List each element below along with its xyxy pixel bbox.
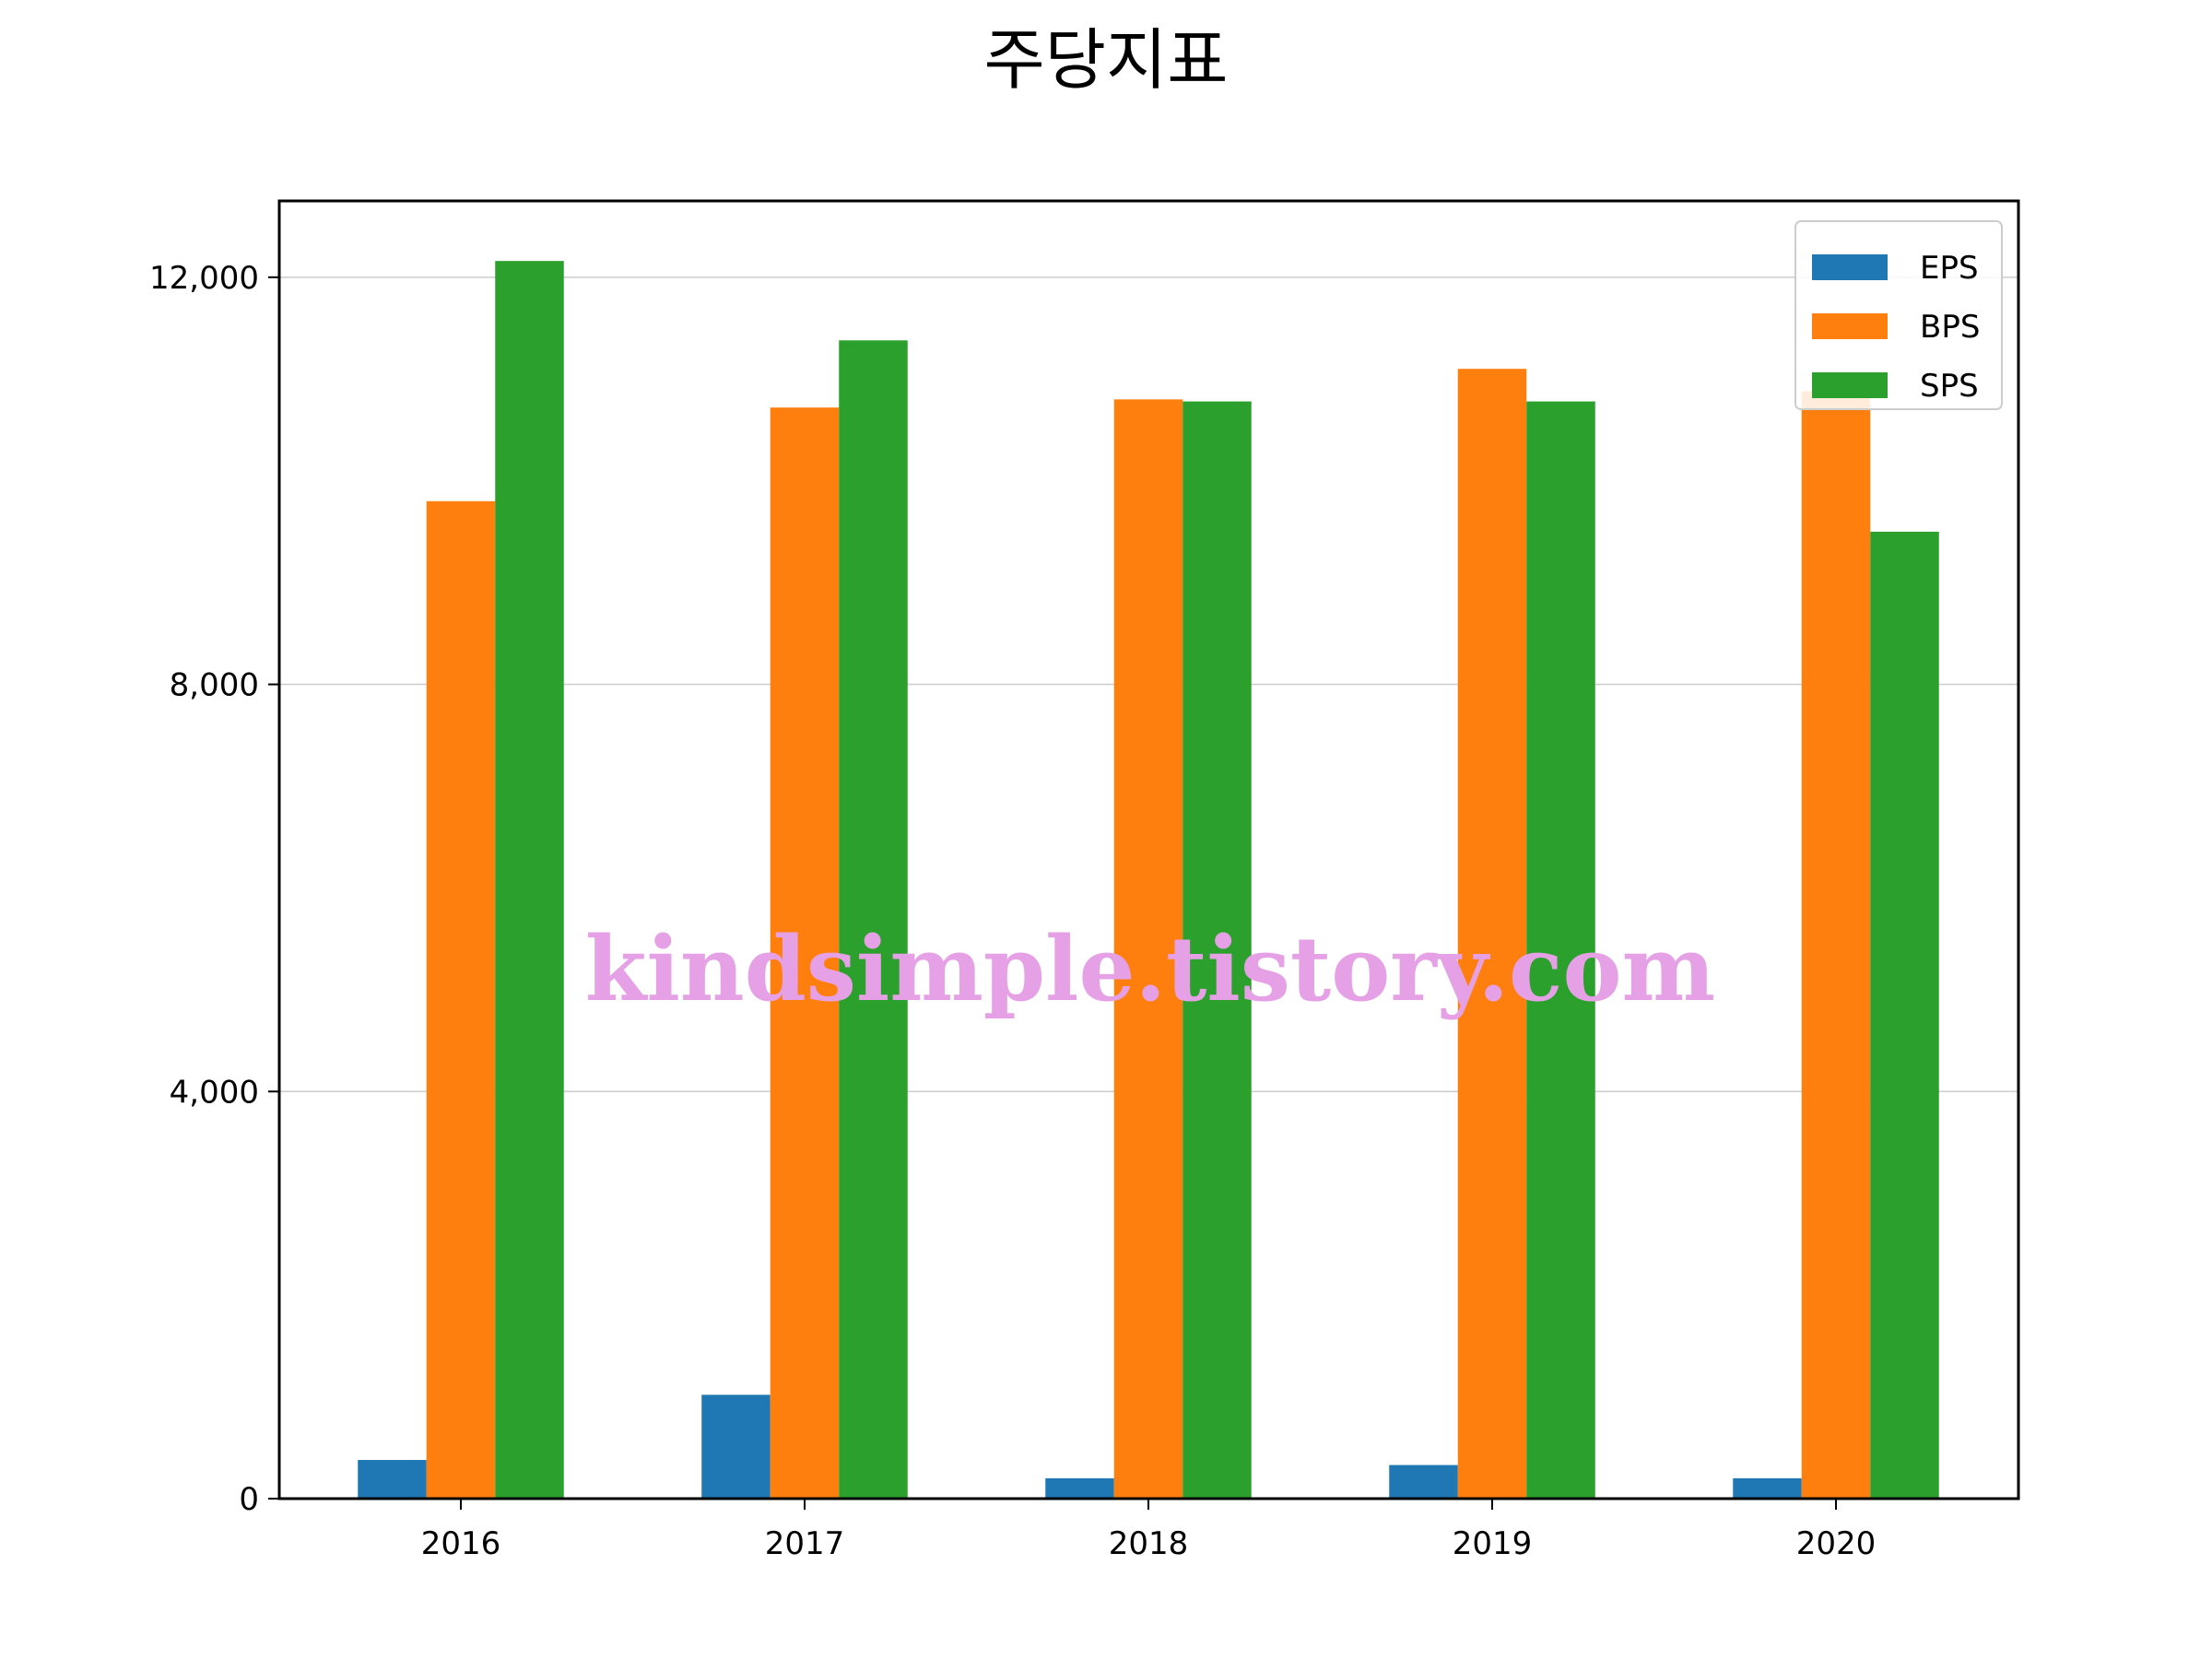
x-axis: 2016 2017 2018 2019 2020 (421, 1499, 1877, 1562)
x-tick-label: 2017 (765, 1525, 845, 1562)
x-tick-label: 2020 (1796, 1525, 1877, 1562)
bars (358, 261, 1939, 1500)
bar-bps-2016 (426, 500, 496, 1500)
y-tick-label: 0 (239, 1481, 259, 1518)
legend-label-eps: EPS (1920, 250, 1979, 287)
x-tick-label: 2019 (1453, 1525, 1533, 1562)
y-tick-label: 8,000 (170, 667, 259, 704)
legend: EPS BPS SPS (1794, 220, 2003, 410)
bar-eps-2016 (358, 1460, 427, 1499)
bar-bps-2018 (1113, 399, 1183, 1499)
x-tick-label: 2018 (1109, 1525, 1189, 1562)
bar-sps-2018 (1182, 401, 1252, 1499)
legend-swatch-bps (1812, 313, 1888, 339)
bar-sps-2016 (495, 261, 564, 1499)
bar-sps-2020 (1870, 531, 1939, 1499)
bar-sps-2017 (839, 340, 908, 1499)
bar-bps-2017 (770, 407, 840, 1500)
legend-label-sps: SPS (1920, 368, 1979, 405)
y-axis: 0 4,000 8,000 12,000 (149, 260, 279, 1518)
chart-title: 주당지표 (984, 21, 1229, 99)
y-tick-label: 4,000 (170, 1074, 259, 1111)
bar-eps-2019 (1389, 1465, 1458, 1499)
legend-swatch-eps (1812, 254, 1888, 280)
bar-eps-2018 (1045, 1477, 1114, 1499)
bar-eps-2020 (1733, 1477, 1802, 1499)
x-tick-label: 2016 (421, 1525, 501, 1562)
y-tick-label: 12,000 (149, 260, 259, 297)
watermark: kindsimple.tistory.com (585, 917, 1715, 1021)
legend-swatch-sps (1812, 372, 1888, 398)
bar-sps-2019 (1526, 401, 1595, 1499)
bar-eps-2017 (701, 1394, 771, 1499)
legend-label-bps: BPS (1920, 309, 1980, 346)
bar-bps-2019 (1457, 369, 1527, 1499)
bar-bps-2020 (1801, 391, 1871, 1500)
